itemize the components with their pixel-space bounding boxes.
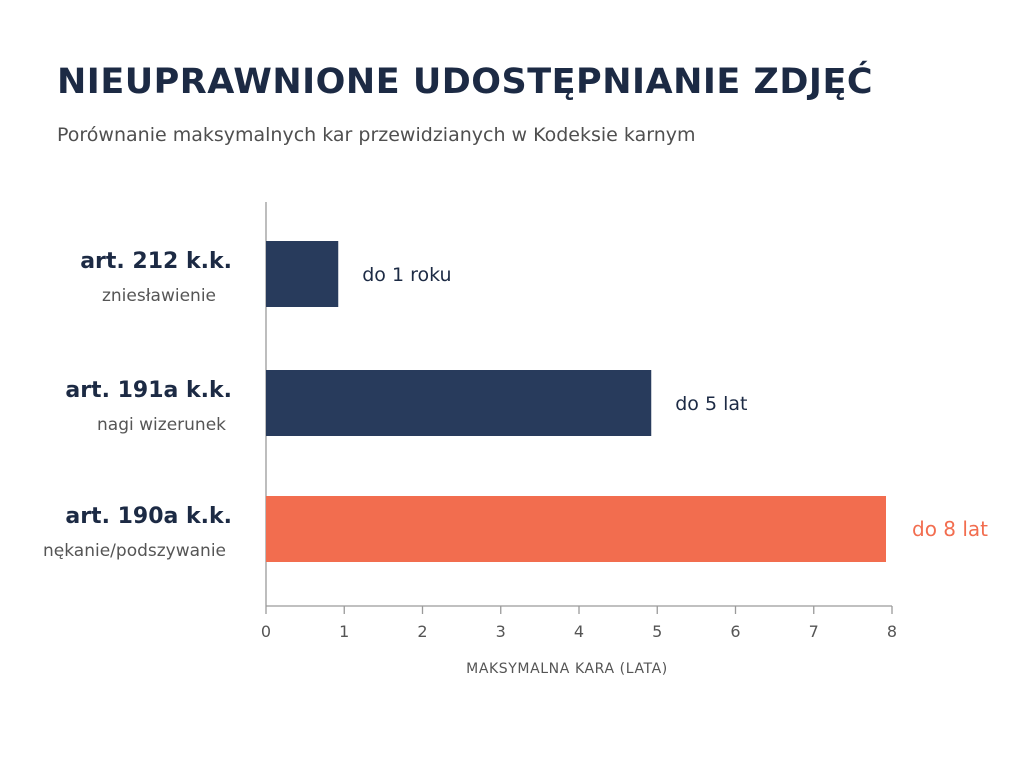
x-tick-label: 6: [730, 622, 740, 641]
category-sublabel: nagi wizerunek: [97, 415, 226, 435]
chart-subtitle: Porównanie maksymalnych kar przewidziany…: [57, 124, 696, 146]
bar: [266, 370, 652, 436]
bar-value-label: do 1 roku: [362, 264, 451, 286]
bar: [266, 241, 339, 307]
x-tick-label: 8: [887, 622, 897, 641]
chart-title: NIEUPRAWNIONE UDOSTĘPNIANIE ZDJĘĆ: [57, 62, 874, 102]
x-axis-title: MAKSYMALNA KARA (LATA): [466, 661, 668, 677]
category-label: art. 191a k.k.: [65, 378, 232, 403]
bar-value-label: do 8 lat: [912, 517, 988, 541]
category-label: art. 212 k.k.: [80, 249, 232, 274]
bar: [266, 496, 886, 562]
x-tick-label: 3: [496, 622, 506, 641]
category-sublabel: zniesławienie: [102, 286, 216, 306]
x-tick-label: 1: [339, 622, 349, 641]
category-label: art. 190a k.k.: [65, 504, 232, 529]
category-sublabel: nękanie/podszywanie: [43, 541, 226, 561]
x-tick-label: 5: [652, 622, 662, 641]
x-tick-label: 4: [574, 622, 584, 641]
x-tick-label: 7: [809, 622, 819, 641]
x-tick-label: 0: [261, 622, 271, 641]
x-tick-label: 2: [417, 622, 427, 641]
bar-value-label: do 5 lat: [675, 393, 747, 415]
